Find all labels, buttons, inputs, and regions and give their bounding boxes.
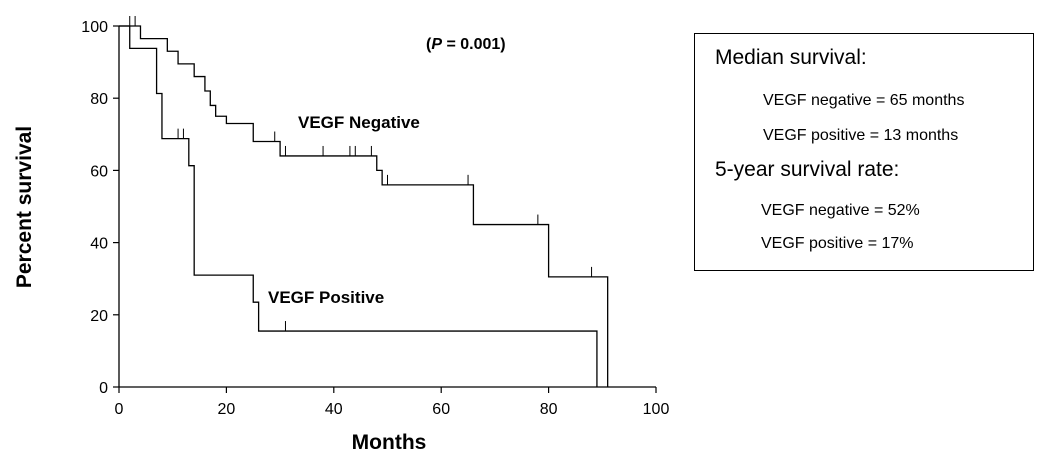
series-layer [119,16,609,387]
p-value-symbol: P [431,36,442,53]
p-value-rest: = 0.001) [442,36,506,53]
series-label-vegf-negative: VEGF Negative [298,113,420,132]
y-axis-title: Percent survival [13,126,36,288]
series-line-vegf-negative [119,25,609,387]
x-tick-label: 40 [325,401,343,418]
legend-5yr-negative: VEGF negative = 52% [761,202,920,219]
legend-5yr-positive: VEGF positive = 17% [761,235,914,252]
y-tick-label: 80 [90,91,108,108]
x-tick-label: 60 [432,401,450,418]
series-line-vegf-positive [119,25,598,387]
x-tick-label: 0 [115,401,124,418]
x-tick-label: 100 [643,401,670,418]
x-axis-title: Months [352,431,427,454]
y-tick-label: 20 [90,308,108,325]
p-value-prefix: ( [426,36,432,53]
x-tick-label: 80 [540,401,558,418]
legend-box: Median survival: VEGF negative = 65 mont… [694,33,1034,271]
axes: 0 20 40 60 80 100 0 20 40 60 80 100 [81,19,669,418]
y-tick-label: 40 [90,236,108,253]
x-tick-label: 20 [218,401,236,418]
p-value-annotation: (P = 0.001) [426,36,506,53]
y-tick-label: 0 [99,380,108,397]
legend-median-positive: VEGF positive = 13 months [763,127,959,144]
y-tick-label: 60 [90,163,108,180]
legend-median-heading: Median survival: [715,46,867,69]
legend-median-negative: VEGF negative = 65 months [763,92,965,109]
legend-5yr-heading: 5-year survival rate: [715,158,900,181]
series-label-vegf-positive: VEGF Positive [268,288,384,307]
y-tick-label: 100 [81,19,108,36]
